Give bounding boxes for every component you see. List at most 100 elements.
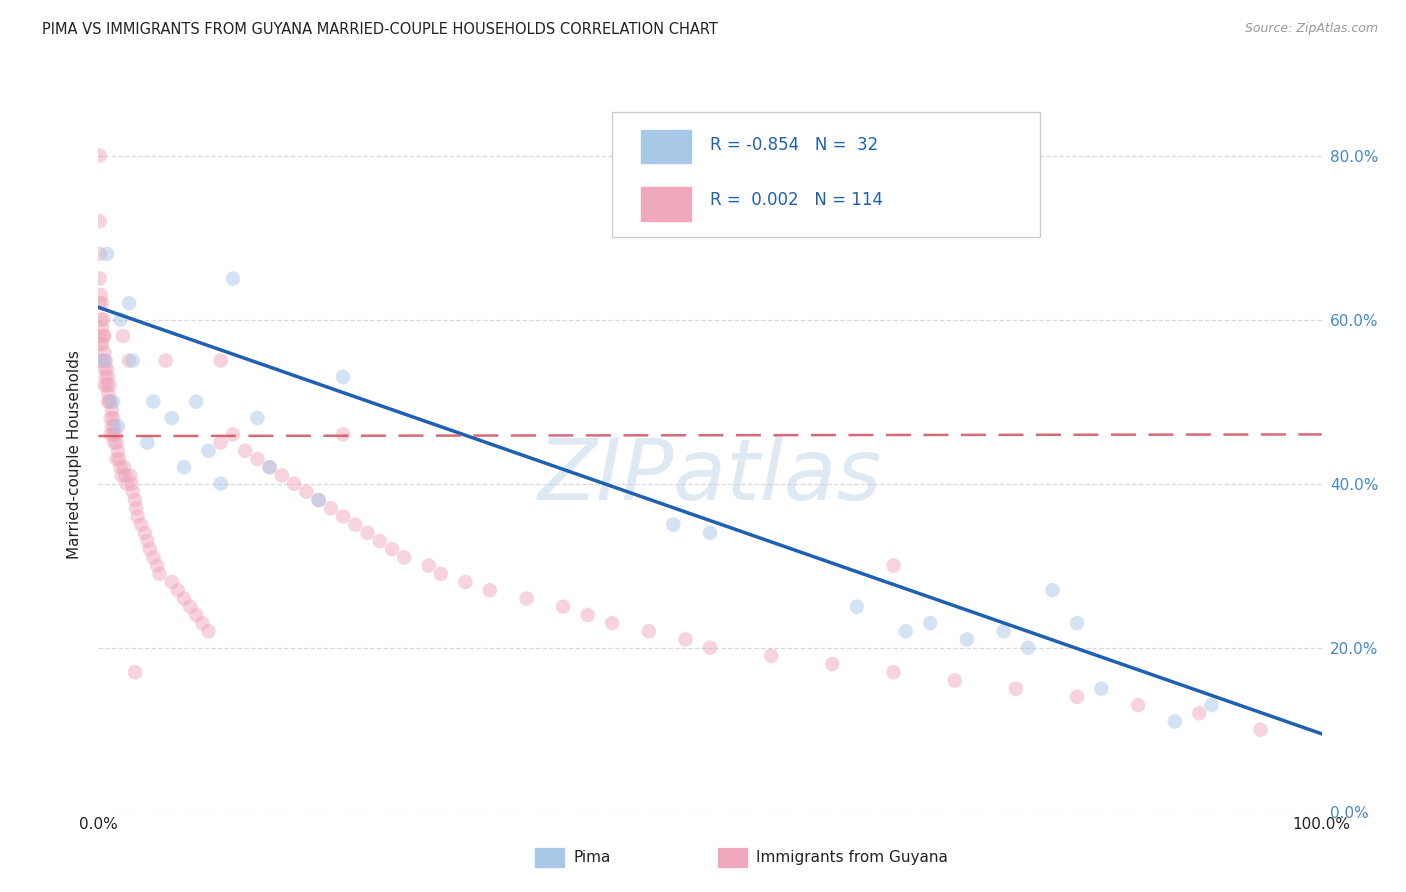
Point	[454, 575, 477, 590]
Point	[197, 443, 219, 458]
Point	[100, 427, 122, 442]
Point	[956, 632, 979, 647]
FancyBboxPatch shape	[640, 186, 692, 221]
Point	[883, 558, 905, 573]
Point	[179, 599, 201, 614]
Point	[515, 591, 537, 606]
Point	[295, 484, 318, 499]
Point	[222, 271, 245, 285]
Point	[105, 452, 128, 467]
Point	[89, 296, 111, 310]
Point	[97, 370, 120, 384]
Point	[93, 345, 115, 359]
Point	[186, 394, 208, 409]
Point	[308, 493, 330, 508]
Point	[89, 214, 111, 228]
Point	[124, 493, 146, 508]
Point	[259, 460, 281, 475]
Y-axis label: Married-couple Households: Married-couple Households	[67, 351, 83, 559]
Point	[662, 517, 685, 532]
Point	[332, 370, 354, 384]
Point	[553, 599, 575, 614]
Point	[1066, 616, 1088, 631]
Text: R = -0.854   N =  32: R = -0.854 N = 32	[710, 136, 879, 153]
Point	[112, 460, 135, 475]
Point	[344, 517, 367, 532]
Point	[101, 419, 124, 434]
Point	[1066, 690, 1088, 704]
Point	[246, 452, 269, 467]
Point	[91, 296, 114, 310]
Point	[1249, 723, 1271, 737]
Point	[1164, 714, 1187, 729]
Point	[638, 624, 661, 639]
FancyBboxPatch shape	[640, 128, 692, 164]
Point	[993, 624, 1015, 639]
Point	[101, 427, 124, 442]
Point	[142, 394, 165, 409]
Point	[600, 616, 623, 631]
Point	[1090, 681, 1112, 696]
Point	[699, 640, 721, 655]
Point	[129, 517, 152, 532]
Point	[1004, 681, 1026, 696]
Point	[356, 525, 378, 540]
Point	[100, 394, 122, 409]
Point	[96, 378, 118, 392]
Point	[894, 624, 917, 639]
Point	[478, 583, 501, 598]
Point	[89, 271, 111, 285]
Point	[699, 525, 721, 540]
Point	[160, 575, 183, 590]
Point	[943, 673, 966, 688]
Point	[91, 312, 114, 326]
Point	[107, 419, 129, 434]
Point	[93, 353, 115, 368]
Point	[120, 468, 142, 483]
Text: Source: ZipAtlas.com: Source: ZipAtlas.com	[1244, 22, 1378, 36]
Point	[308, 493, 330, 508]
Point	[101, 402, 124, 417]
Point	[186, 607, 208, 622]
Point	[101, 394, 124, 409]
Point	[108, 452, 131, 467]
Point	[392, 550, 416, 565]
Point	[761, 648, 783, 663]
Point	[89, 329, 111, 343]
Point	[845, 599, 868, 614]
Point	[121, 484, 143, 499]
Point	[118, 296, 141, 310]
Point	[368, 534, 391, 549]
Point	[100, 411, 122, 425]
Point	[97, 394, 120, 409]
Point	[118, 353, 141, 368]
Point	[191, 616, 214, 631]
Point	[675, 632, 697, 647]
Point	[96, 247, 118, 261]
Point	[114, 468, 136, 483]
Point	[96, 361, 118, 376]
Point	[381, 542, 404, 557]
Point	[418, 558, 440, 573]
Point	[93, 329, 115, 343]
Point	[89, 247, 111, 261]
Point	[920, 616, 942, 631]
Point	[91, 337, 114, 351]
Point	[94, 353, 117, 368]
FancyBboxPatch shape	[612, 112, 1040, 237]
Text: R =  0.002   N = 114: R = 0.002 N = 114	[710, 191, 883, 209]
Point	[209, 353, 232, 368]
Point	[209, 476, 232, 491]
Point	[1017, 640, 1039, 655]
Point	[155, 353, 177, 368]
Point	[90, 312, 112, 326]
Point	[91, 320, 114, 334]
Text: PIMA VS IMMIGRANTS FROM GUYANA MARRIED-COUPLE HOUSEHOLDS CORRELATION CHART: PIMA VS IMMIGRANTS FROM GUYANA MARRIED-C…	[42, 22, 718, 37]
Point	[98, 378, 121, 392]
Point	[125, 501, 148, 516]
Point	[93, 361, 115, 376]
Point	[121, 353, 143, 368]
Point	[319, 501, 342, 516]
Point	[149, 566, 172, 581]
Point	[101, 411, 124, 425]
